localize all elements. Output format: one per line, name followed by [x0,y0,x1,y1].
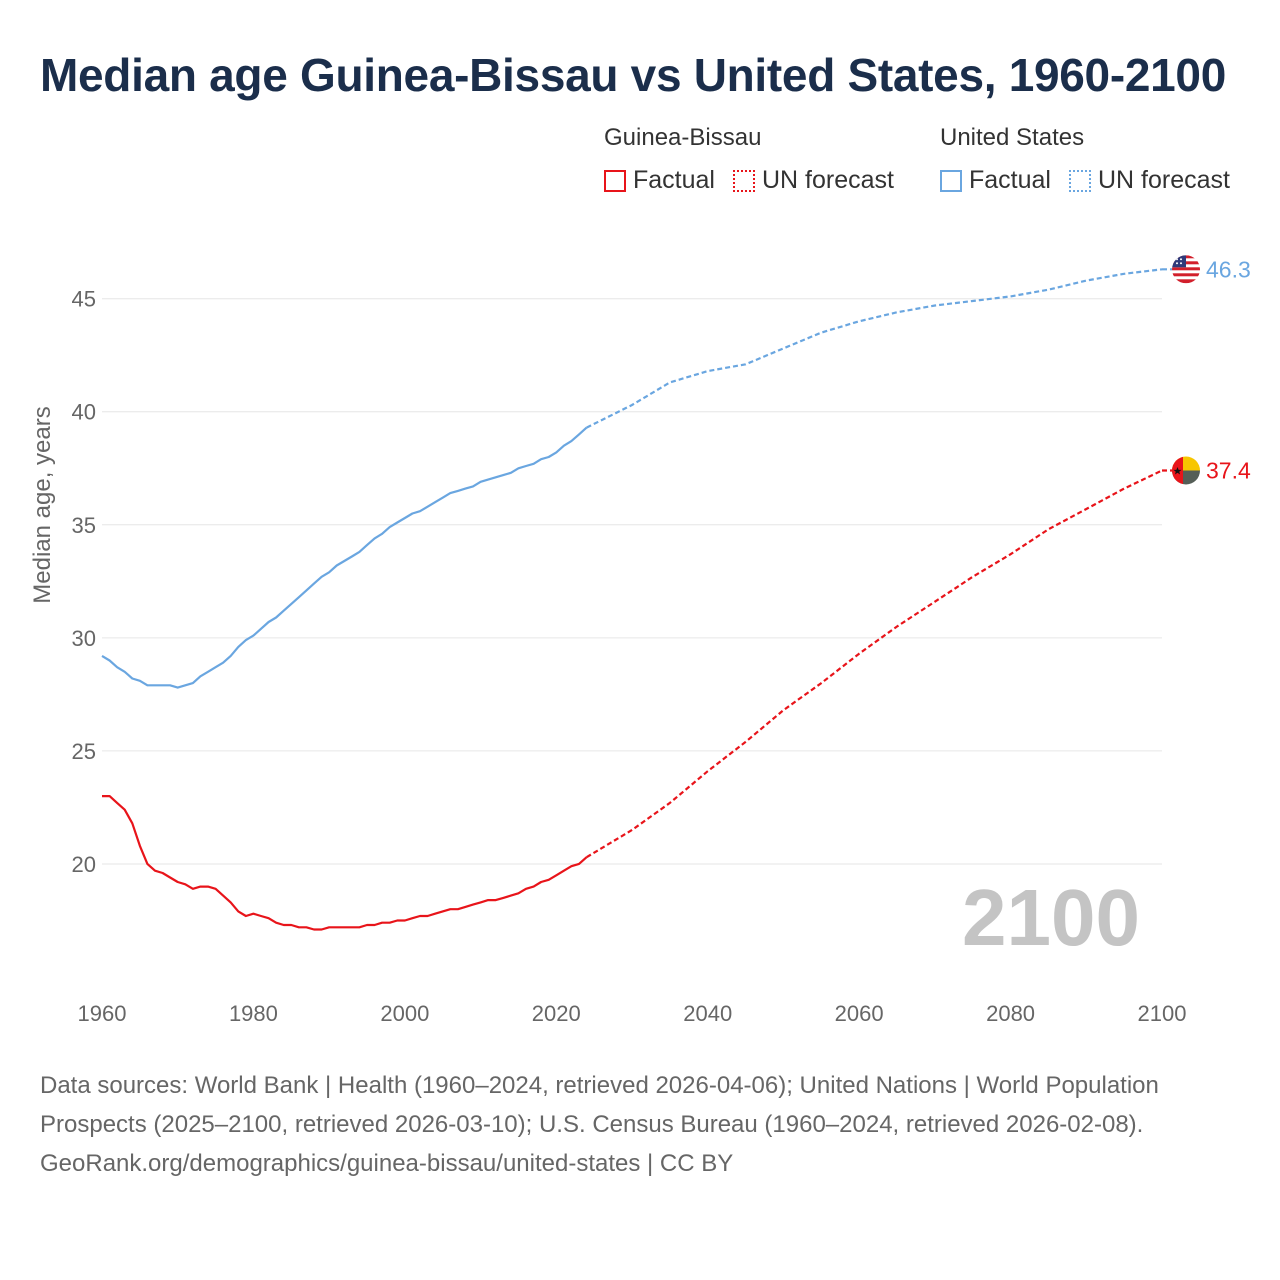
y-tick-label: 30 [72,626,96,651]
y-tick-label: 40 [72,400,96,425]
legend-item-factual[interactable]: Factual [604,166,715,195]
y-tick-label: 25 [72,739,96,764]
y-axis-ticks: 20 25 30 35 40 45 [72,287,96,877]
current-year-label: 2100 [962,873,1140,962]
chart-title: Median age Guinea-Bissau vs United State… [40,49,1226,101]
x-tick-label: 2100 [1138,1001,1187,1026]
legend-item-label: Factual [633,166,715,194]
x-tick-label: 2000 [380,1001,429,1026]
legend-item-label: Factual [969,166,1051,194]
line-chart: 20 25 30 35 40 45 1960 1980 2000 2020 2040 2060 208… [29,255,1251,1026]
credit-text: GeoRank.org/demographics/guinea-bissau/u… [40,1150,734,1177]
united-states-end-value-label: 46.3 [1206,256,1251,282]
legend-country-label: Guinea-Bissau [604,124,762,151]
guinea-bissau-flag-icon [1172,456,1200,485]
data-sources-text: Data sources: World Bank | Health (1960–… [40,1072,1159,1138]
united-states-forecast-line [586,268,1163,429]
x-tick-label: 1980 [229,1001,278,1026]
legend-group-guinea-bissau: Guinea-Bissau Factual UN forecast [604,124,912,195]
y-axis-label: Median age, years [29,406,56,603]
legend-swatch-dotted [1068,169,1091,192]
x-axis-ticks: 1960 1980 2000 2020 2040 2060 2080 2100 [78,1001,1187,1026]
x-tick-label: 1960 [78,1001,127,1026]
legend-swatch-dotted [732,169,755,192]
x-tick-label: 2020 [532,1001,581,1026]
legend-item-forecast[interactable]: UN forecast [732,166,894,195]
y-tick-label: 20 [72,852,96,877]
grid-lines [102,298,1162,865]
legend-item-label: UN forecast [761,166,894,194]
legend-item-factual[interactable]: Factual [940,166,1051,195]
legend-group-united-states: United States Factual UN forecast [940,124,1248,195]
legend-swatch-solid [940,169,962,192]
legend-swatch-solid [604,169,626,192]
series-group: 37.4 46.3 [101,256,1251,931]
united-states-factual-line [101,426,588,689]
guinea-bissau-end-value-label: 37.4 [1206,458,1251,484]
x-tick-label: 2080 [986,1001,1035,1026]
y-tick-label: 45 [72,287,96,312]
y-tick-label: 35 [72,513,96,538]
x-tick-label: 2060 [835,1001,884,1026]
legend-country-label: United States [940,124,1085,151]
guinea-bissau-factual-line [102,794,588,931]
footer: Data sources: World Bank | Health (1960–… [40,1066,1240,1183]
x-tick-label: 2040 [683,1001,732,1026]
guinea-bissau-forecast-line [586,469,1163,859]
legend-item-label: UN forecast [1097,166,1230,194]
legend-item-forecast[interactable]: UN forecast [1068,166,1230,195]
united-states-flag-icon [1172,255,1200,284]
